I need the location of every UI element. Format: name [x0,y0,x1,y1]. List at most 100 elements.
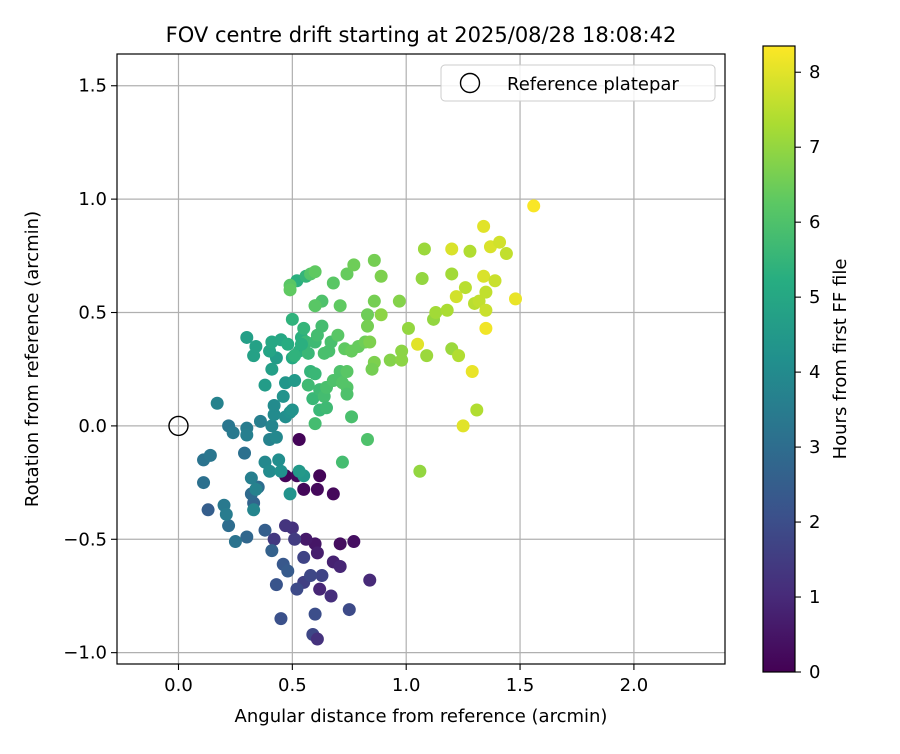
data-point [472,294,486,308]
data-point [493,235,507,249]
plot-frame [116,53,726,665]
legend-label: Reference platepar [507,74,679,95]
y-tick-label: −1.0 [63,643,107,664]
data-point [310,546,324,560]
data-point [417,242,431,256]
data-point [310,328,324,342]
data-point [313,469,327,483]
colorbar-tick-label: 7 [809,137,820,158]
data-point [247,503,261,517]
data-point [401,321,415,335]
data-point [477,219,491,233]
data-point [285,312,299,326]
data-point [477,269,491,283]
data-point [301,378,315,392]
data-point [340,387,354,401]
data-point [324,589,338,603]
data-point [288,374,302,388]
data-point [306,392,320,406]
data-point [308,607,322,621]
data-point [383,353,397,367]
data-point [333,559,347,573]
data-point [479,303,493,317]
colorbar-tick-label: 1 [809,587,820,608]
data-point [249,340,263,354]
data-point [326,276,340,290]
data-point [440,303,454,317]
data-point [283,487,297,501]
x-axis-ticks: 0.0 0.5 1.0 1.5 2.0 [164,664,648,696]
data-point [297,321,311,335]
data-point [265,544,279,558]
data-point [304,569,318,583]
data-point [363,335,377,349]
x-tick-label: 0.0 [164,675,193,696]
data-point [272,453,286,467]
data-point [527,199,541,213]
data-point [479,285,493,299]
data-point [258,378,272,392]
y-tick-label: 0.0 [78,416,107,437]
data-point [253,414,267,428]
data-point [263,464,277,478]
x-tick-label: 1.5 [506,675,535,696]
data-point [509,292,523,306]
data-point [294,337,308,351]
data-point [315,569,329,583]
data-point [283,283,297,297]
data-point [267,398,281,412]
data-point [269,430,283,444]
data-point [445,267,459,281]
data-point [456,419,470,433]
colorbar-label: Hours from first FF file [830,259,851,460]
data-point [420,349,434,363]
colorbar-ticks: 0 1 2 3 4 5 6 7 8 [795,62,820,683]
data-point [222,519,236,533]
data-point [267,408,281,422]
data-point [240,428,254,442]
data-point [363,573,377,587]
data-point [415,271,429,285]
data-point [395,353,409,367]
data-point [274,464,288,478]
data-point [360,308,374,322]
data-point [301,346,315,360]
legend: Reference platepar [440,64,716,102]
x-tick-label: 2.0 [620,675,649,696]
data-point [470,403,484,417]
data-point [465,364,479,378]
y-axis-label: Rotation from reference (arcmin) [22,211,43,507]
data-point [274,612,288,626]
chart-title: FOV centre drift starting at 2025/08/28 … [166,23,677,47]
data-point [292,464,306,478]
data-point [326,487,340,501]
data-point [281,564,295,578]
data-point [265,362,279,376]
data-point [203,448,217,462]
data-point [449,290,463,304]
data-point [499,247,513,261]
data-point [219,507,233,521]
colorbar-tick-label: 8 [809,62,820,83]
data-point [299,532,313,546]
data-point [331,328,345,342]
colorbar-gradient [762,45,796,673]
data-point [367,294,381,308]
legend-marker-icon [459,72,481,94]
data-point [297,482,311,496]
x-tick-label: 1.0 [392,675,421,696]
data-point [310,482,324,496]
colorbar-tick-label: 3 [809,437,820,458]
data-point [292,433,306,447]
data-point [265,419,279,433]
data-point [340,364,354,378]
y-tick-label: 1.5 [78,76,107,97]
data-point [374,269,388,283]
data-point [452,349,466,363]
y-tick-label: −0.5 [63,529,107,550]
data-point [479,321,493,335]
data-point [269,578,283,592]
data-point [365,362,379,376]
data-point [288,349,302,363]
data-point [279,519,293,533]
